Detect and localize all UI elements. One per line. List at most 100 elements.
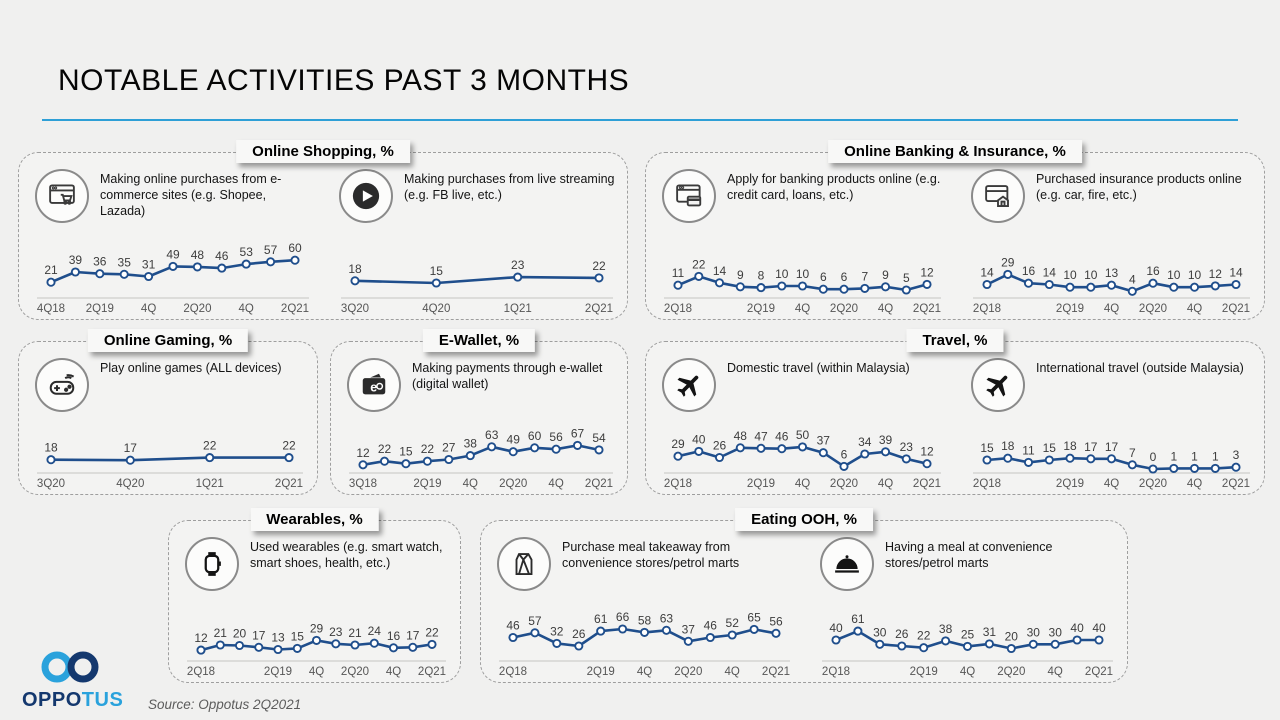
svg-text:14: 14 (980, 266, 994, 280)
svg-text:12: 12 (356, 446, 370, 460)
svg-text:2Q20: 2Q20 (830, 303, 858, 315)
ewallet-icon: e (347, 358, 401, 412)
svg-text:4Q20: 4Q20 (422, 303, 450, 315)
svg-text:9: 9 (737, 268, 744, 282)
svg-text:15: 15 (291, 629, 305, 643)
svg-text:54: 54 (592, 431, 606, 445)
svg-text:15: 15 (399, 445, 413, 459)
svg-text:67: 67 (571, 426, 585, 440)
chart-caption: Purchase meal takeaway from convenience … (562, 540, 740, 570)
insurance-home-icon (971, 169, 1025, 223)
svg-text:12: 12 (920, 445, 934, 459)
svg-text:10: 10 (1063, 268, 1077, 282)
chart-block-wearables: Used wearables (e.g. smart watch, smart … (169, 521, 460, 682)
svg-text:30: 30 (873, 625, 887, 639)
svg-text:11: 11 (1022, 443, 1035, 457)
svg-text:4Q: 4Q (1187, 303, 1202, 315)
svg-text:6: 6 (841, 270, 848, 284)
svg-text:31: 31 (983, 625, 997, 639)
title-underline (42, 119, 1238, 121)
chart-block-insurance: Purchased insurance products online (e.g… (955, 153, 1264, 319)
svg-text:1: 1 (1191, 449, 1198, 463)
takeaway-bag-icon (497, 537, 551, 591)
svg-text:30: 30 (1027, 625, 1041, 639)
svg-text:57: 57 (264, 243, 278, 257)
svg-text:4Q: 4Q (1104, 478, 1119, 490)
infinity-logo-icon (41, 651, 99, 683)
meal-cloche-icon (820, 537, 874, 591)
panel-title-eating-ooh: Eating OOH, % (735, 508, 873, 531)
line-chart-insurance: 14 29 16 14 10 10 13 4 16 10 10 12 14 2Q18 2Q19 4Q 2Q20 4… (971, 229, 1252, 315)
svg-text:46: 46 (215, 249, 229, 263)
svg-text:1Q21: 1Q21 (504, 303, 532, 315)
svg-text:22: 22 (203, 439, 217, 453)
svg-text:37: 37 (817, 434, 831, 448)
chart-caption: Domestic travel (within Malaysia) (727, 361, 910, 375)
svg-text:8: 8 (758, 269, 765, 283)
svg-text:5: 5 (903, 271, 910, 285)
svg-text:53: 53 (240, 245, 254, 259)
chart-caption: International travel (outside Malaysia) (1036, 361, 1244, 375)
svg-text:25: 25 (961, 627, 975, 641)
svg-text:4Q: 4Q (548, 478, 563, 490)
svg-text:2Q18: 2Q18 (664, 478, 692, 490)
svg-text:61: 61 (851, 612, 865, 626)
svg-text:17: 17 (252, 628, 266, 642)
svg-text:4Q: 4Q (386, 666, 401, 678)
svg-text:2Q19: 2Q19 (413, 478, 441, 490)
svg-text:2Q19: 2Q19 (264, 666, 292, 678)
svg-text:30: 30 (1049, 625, 1063, 639)
chart-caption: Making payments through e-wallet (digita… (412, 361, 603, 391)
svg-text:2Q19: 2Q19 (747, 303, 775, 315)
svg-text:7: 7 (1129, 446, 1136, 460)
svg-text:15: 15 (430, 264, 444, 278)
svg-text:2Q20: 2Q20 (1139, 478, 1167, 490)
svg-text:2Q21: 2Q21 (585, 478, 613, 490)
svg-text:35: 35 (118, 255, 132, 269)
svg-text:3Q20: 3Q20 (341, 303, 369, 315)
svg-text:2Q18: 2Q18 (973, 478, 1001, 490)
svg-text:32: 32 (550, 624, 564, 638)
svg-text:2Q18: 2Q18 (822, 666, 850, 678)
svg-text:21: 21 (44, 263, 58, 277)
svg-text:39: 39 (69, 253, 83, 267)
panel-online-gaming: Online Gaming, % Play online games (ALL … (18, 329, 318, 495)
svg-text:16: 16 (1146, 264, 1160, 278)
svg-text:46: 46 (775, 430, 789, 444)
chart-block-ecommerce: Making online purchases from e-commerce … (19, 153, 323, 319)
svg-text:13: 13 (1105, 266, 1119, 280)
chart-caption: Having a meal at convenience stores/petr… (885, 540, 1053, 570)
svg-text:49: 49 (507, 433, 521, 447)
svg-text:2Q19: 2Q19 (1056, 303, 1084, 315)
chart-block-international-travel: International travel (outside Malaysia) … (955, 342, 1264, 494)
logo-wordmark: OPPOTUS (22, 689, 124, 711)
chart-block-domestic-travel: Domestic travel (within Malaysia) 29 40 26… (646, 342, 955, 494)
svg-text:2Q19: 2Q19 (86, 303, 114, 315)
gamepad-icon (35, 358, 89, 412)
line-chart-live-streaming: 18 15 23 22 3Q20 4Q20 1Q21 2Q21 (339, 229, 615, 315)
svg-text:2Q21: 2Q21 (913, 303, 941, 315)
line-chart-gaming: 18 17 22 22 3Q20 4Q20 1Q21 2Q21 (35, 418, 305, 490)
chart-caption: Play online games (ALL devices) (100, 361, 282, 375)
svg-text:13: 13 (271, 631, 285, 645)
svg-text:7: 7 (861, 269, 868, 283)
svg-text:12: 12 (1209, 267, 1223, 281)
svg-text:2Q18: 2Q18 (973, 303, 1001, 315)
svg-text:4Q18: 4Q18 (37, 303, 65, 315)
svg-text:63: 63 (660, 611, 674, 625)
svg-text:2Q18: 2Q18 (664, 303, 692, 315)
panel-title-online-gaming: Online Gaming, % (87, 329, 249, 352)
panel-title-ewallet: E-Wallet, % (422, 329, 536, 352)
svg-text:27: 27 (442, 441, 456, 455)
svg-text:4Q: 4Q (878, 478, 893, 490)
svg-text:52: 52 (726, 616, 740, 630)
panel-online-shopping: Online Shopping, % Making online purchas… (18, 140, 628, 320)
svg-text:56: 56 (769, 614, 783, 628)
svg-text:4Q: 4Q (795, 478, 810, 490)
banking-card-icon (662, 169, 716, 223)
svg-text:23: 23 (511, 258, 525, 272)
svg-text:60: 60 (288, 241, 302, 255)
chart-block-eat-at-store: Having a meal at convenience stores/petr… (804, 521, 1127, 682)
line-chart-banking: 11 22 14 9 8 10 10 6 6 7 9 5 12 2Q18 2Q19 4Q 2Q20 4Q 2Q21 (662, 229, 943, 315)
svg-text:1: 1 (1212, 449, 1219, 463)
